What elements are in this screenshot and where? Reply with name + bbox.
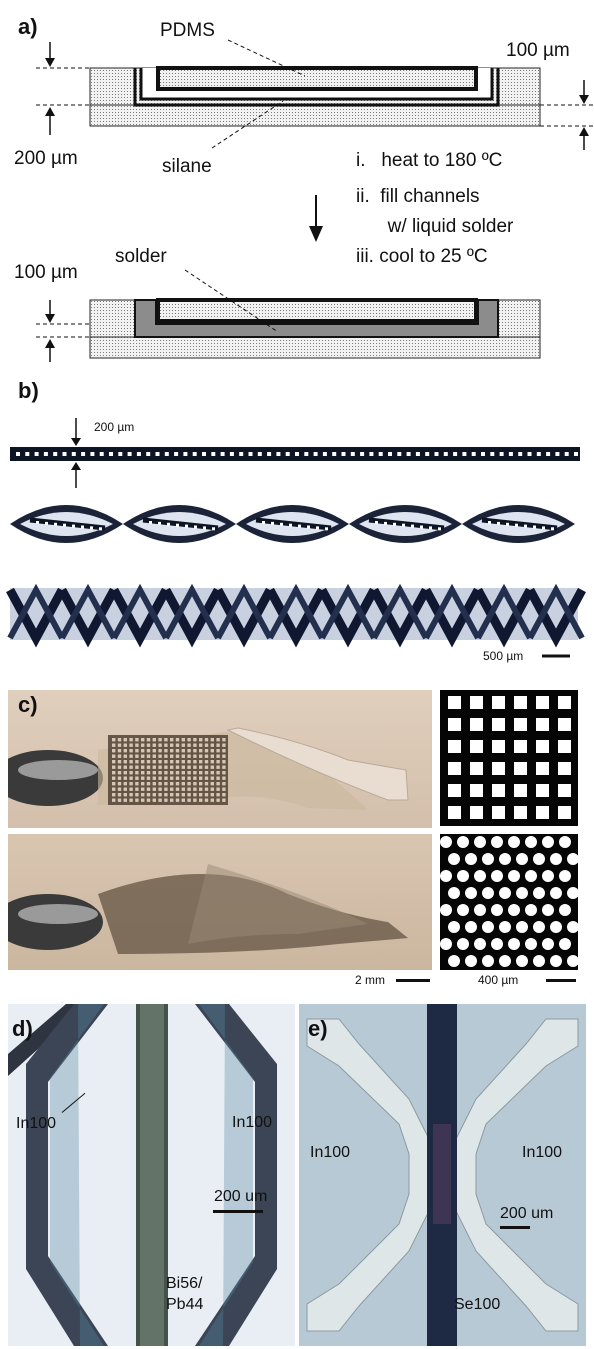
panel-a-schematic <box>36 39 594 362</box>
panel-e-center-label: Se100 <box>454 1296 501 1313</box>
panel-b-label: b) <box>18 378 39 403</box>
panel-e-scale: 200 um <box>500 1205 554 1222</box>
panel-c-scale-right: 400 µm <box>478 973 519 987</box>
panel-e-left-label: In100 <box>310 1144 351 1161</box>
micro-circle-grid <box>440 834 578 970</box>
panel-d-center-label-2: Pb44 <box>166 1296 204 1313</box>
micro-square-grid <box>440 690 578 826</box>
dim-100-top: 100 µm <box>506 40 570 61</box>
dim-200: 200 µm <box>14 148 78 169</box>
channel-top <box>133 68 500 107</box>
photo-c-top <box>8 690 432 828</box>
panel-c-label: c) <box>18 692 38 717</box>
panel-a-label: a) <box>18 14 38 39</box>
step-1: i. heat to 180 ºC <box>356 150 503 171</box>
scale-bar-e <box>500 1226 530 1229</box>
panel-b-scale: 500 µm <box>483 649 524 663</box>
panel-d-scale: 200 um <box>214 1188 268 1205</box>
dim-100-bottom: 100 µm <box>14 262 78 283</box>
panel-b-dim: 200 µm <box>94 420 135 434</box>
micrograph-e <box>299 1004 586 1346</box>
panel-e-right-label: In100 <box>522 1144 563 1161</box>
panel-b-images <box>6 418 586 658</box>
micrograph-d <box>8 1004 295 1346</box>
panel-e-label: e) <box>308 1016 328 1041</box>
scale-bar-c-right <box>546 979 576 982</box>
panel-d-center-label-1: Bi56/ <box>166 1275 203 1292</box>
photo-c-bottom <box>8 834 432 970</box>
step-3: iii. cool to 25 ºC <box>356 246 488 267</box>
scale-bar-d <box>213 1210 263 1213</box>
panel-d-left-label: In100 <box>16 1115 57 1132</box>
panel-c-scale-left: 2 mm <box>355 973 385 987</box>
solder-label: solder <box>115 246 167 267</box>
panel-d-right-label: In100 <box>232 1114 273 1131</box>
panel-d-label: d) <box>12 1016 33 1041</box>
step-2b: w/ liquid solder <box>356 216 514 237</box>
scale-bar-c-left <box>396 979 430 982</box>
pdms-label: PDMS <box>160 20 215 41</box>
silane-label: silane <box>162 156 212 177</box>
step-2: ii. fill channels <box>356 186 480 207</box>
